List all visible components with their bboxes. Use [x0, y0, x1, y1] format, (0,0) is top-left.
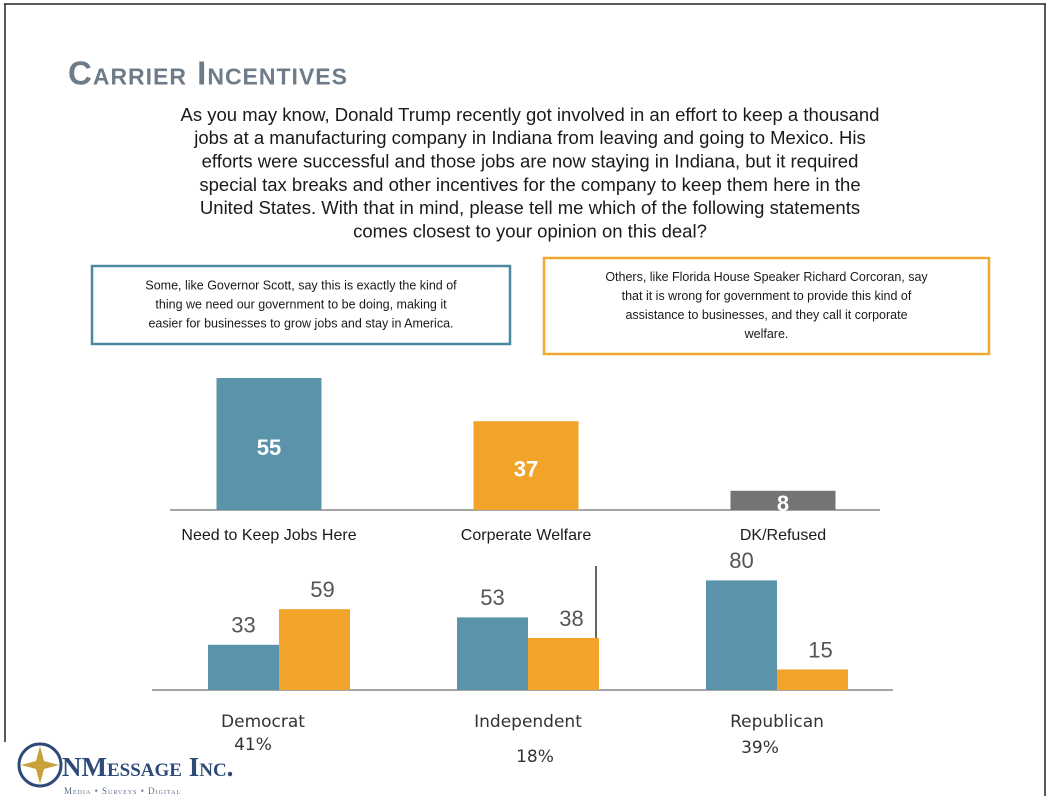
- bar: [279, 609, 350, 690]
- statement-line: Others, like Florida House Speaker Richa…: [605, 270, 928, 284]
- category-label: Republican: [730, 712, 824, 732]
- value-label: 37: [514, 456, 538, 481]
- statement-line: thing we need our government to be doing…: [155, 297, 447, 311]
- category-share: 41%: [234, 735, 272, 755]
- category-label: Independent: [474, 712, 582, 732]
- category-label: DK/Refused: [740, 527, 826, 544]
- value-label: 33: [231, 613, 255, 638]
- value-label: 80: [729, 548, 753, 573]
- category-share: 18%: [516, 747, 554, 767]
- category-label: Democrat: [221, 712, 305, 732]
- category-share: 39%: [741, 738, 779, 758]
- statement-box: [90, 264, 512, 346]
- question-line: United States. With that in mind, please…: [200, 197, 860, 218]
- category-label: Need to Keep Jobs Here: [181, 527, 356, 544]
- statement-line: welfare.: [744, 327, 789, 341]
- slide-title: Carrier Incentives: [68, 55, 348, 92]
- question-line: jobs at a manufacturing company in India…: [193, 127, 866, 148]
- value-label: 8: [777, 491, 789, 516]
- statement-line: Some, like Governor Scott, say this is e…: [145, 278, 457, 292]
- bar: [457, 617, 528, 690]
- bar: [208, 644, 279, 690]
- logo-star: [21, 746, 59, 784]
- value-label: 38: [559, 606, 583, 631]
- value-label: 55: [257, 435, 281, 460]
- bar: [216, 378, 322, 510]
- statement-line: that it is wrong for government to provi…: [622, 289, 912, 303]
- statement-box: [542, 256, 991, 356]
- value-label: 59: [310, 577, 334, 602]
- question-line: efforts were successful and those jobs a…: [202, 150, 859, 171]
- question-line: As you may know, Donald Trump recently g…: [181, 104, 880, 125]
- value-label: 53: [480, 585, 504, 610]
- category-label: Corperate Welfare: [461, 527, 592, 544]
- bar: [777, 669, 848, 690]
- logo-icon: [17, 742, 63, 788]
- bar: [730, 490, 836, 510]
- value-label: 15: [808, 637, 832, 662]
- question-line: special tax breaks and other incentives …: [199, 174, 860, 195]
- statement-line: assistance to businesses, and they call …: [625, 308, 907, 322]
- question-line: comes closest to your opinion on this de…: [353, 220, 707, 241]
- logo-tagline: Media • Surveys • Digital: [64, 786, 181, 796]
- bar: [706, 580, 777, 690]
- bar: [528, 637, 599, 690]
- statement-line: easier for businesses to grow jobs and s…: [148, 316, 453, 330]
- logo-brand: NMessage Inc.: [62, 752, 233, 782]
- bar: [473, 421, 579, 510]
